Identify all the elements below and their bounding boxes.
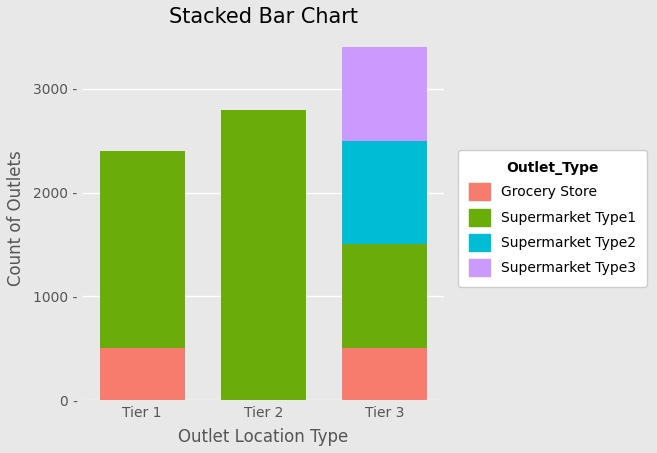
Bar [100, 151, 185, 348]
Bar [342, 140, 427, 245]
X-axis label: Outlet Location Type: Outlet Location Type [178, 428, 349, 446]
Bar [221, 110, 306, 400]
Title: Stacked Bar Chart: Stacked Bar Chart [169, 7, 358, 27]
Bar [100, 348, 185, 400]
Bar [342, 348, 427, 400]
Bar [342, 245, 427, 348]
Y-axis label: Count of Outlets: Count of Outlets [7, 151, 25, 286]
Legend: Grocery Store, Supermarket Type1, Supermarket Type2, Supermarket Type3: Grocery Store, Supermarket Type1, Superm… [458, 150, 647, 287]
Bar [342, 47, 427, 140]
